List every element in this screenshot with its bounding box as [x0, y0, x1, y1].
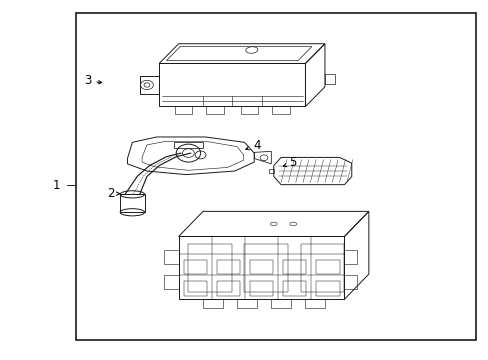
Bar	[249, 260, 273, 274]
Bar	[316, 281, 339, 296]
Bar	[183, 281, 206, 296]
Bar	[76, 13, 475, 339]
Text: 5: 5	[283, 156, 296, 169]
Bar	[216, 281, 240, 296]
Text: 2: 2	[106, 187, 120, 200]
Text: 1: 1	[53, 179, 61, 192]
Bar	[316, 260, 339, 274]
Text: 3: 3	[83, 74, 102, 87]
Bar	[183, 260, 206, 274]
Bar	[249, 281, 273, 296]
Text: 4: 4	[245, 139, 260, 152]
Bar	[283, 260, 306, 274]
Bar	[283, 281, 306, 296]
Bar	[216, 260, 240, 274]
